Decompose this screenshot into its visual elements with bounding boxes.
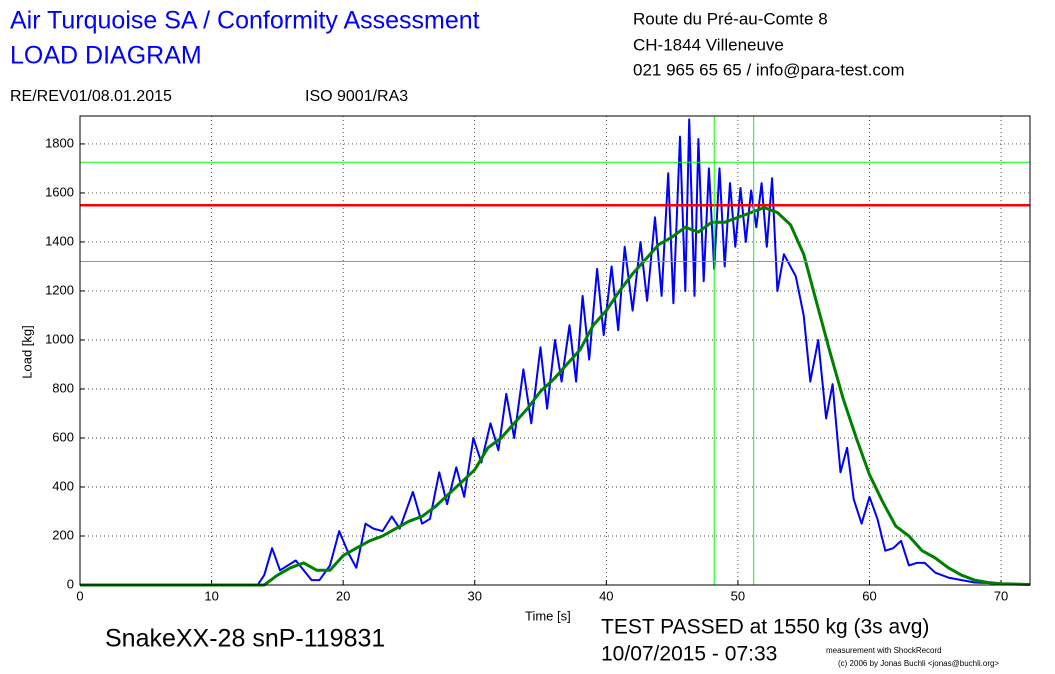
y-tick-label: 1800 [45,135,74,150]
load-line [80,206,1031,587]
x-tick-label: 70 [994,588,1008,603]
test-date: 10/07/2015 - 07:33 [601,643,777,666]
test-result: TEST PASSED at 1550 kg (3s avg) [601,616,929,639]
iso: ISO 9001/RA3 [305,88,408,105]
x-tick-label: 30 [468,588,482,603]
y-tick-label: 1400 [45,233,74,248]
y-tick-label: 800 [52,380,74,395]
address-line: CH-1844 Villeneuve [633,35,784,54]
address-line: Route du Pré-au-Comte 8 [633,9,828,28]
revision: RE/REV01/08.01.2015 [10,88,172,105]
x-tick-label: 0 [76,588,83,603]
address-line: 021 965 65 65 / info@para-test.com [633,60,904,79]
y-tick-label: 600 [52,429,74,444]
load-line [80,118,1031,586]
x-tick-label: 50 [731,588,745,603]
y-tick-label: 400 [52,478,74,493]
x-tick-label: 60 [862,588,876,603]
plot-frame [79,115,1031,586]
credit: (c) 2006 by Jonas Buchli <jonas@buchli.o… [838,659,999,668]
y-tick-label: 1600 [45,184,74,199]
x-tick-label: 20 [336,588,350,603]
y-axis-label: Load [kg] [19,325,34,379]
x-tick-label: 40 [599,588,613,603]
y-tick-label: 1000 [45,331,74,346]
x-axis-label: Time [s] [525,608,571,623]
plot-area [80,116,1030,585]
glider-id: SnakeXX-28 snP-119831 [105,625,385,653]
chart-subtitle: LOAD DIAGRAM [10,42,202,70]
y-tick-label: 1200 [45,282,74,297]
chart-title: Air Turquoise SA / Conformity Assessment [10,7,480,35]
credit: measurement with ShockRecord [826,646,942,655]
y-tick-label: 0 [67,576,74,591]
x-tick-label: 10 [204,588,218,603]
y-tick-label: 200 [52,527,74,542]
